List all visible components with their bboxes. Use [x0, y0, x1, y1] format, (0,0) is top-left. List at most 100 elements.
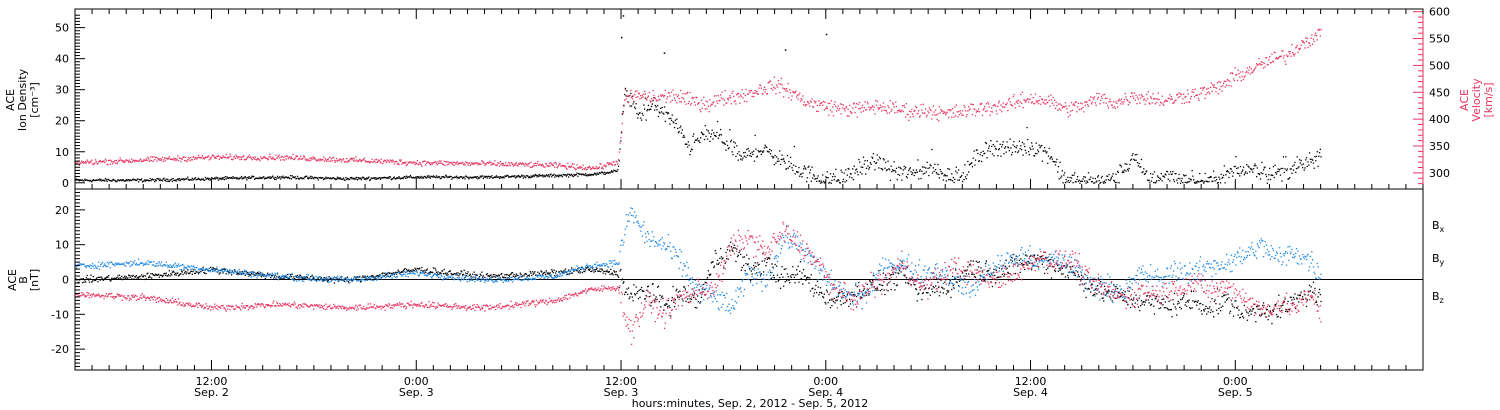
velocity-point	[188, 158, 190, 160]
velocity-point	[311, 158, 313, 160]
velocity-point	[128, 159, 130, 161]
velocity-point	[862, 104, 864, 106]
density-point	[200, 178, 203, 180]
bx-point	[518, 277, 520, 279]
velocity-point	[978, 111, 981, 113]
velocity-point	[551, 164, 554, 166]
velocity-point	[938, 120, 940, 122]
by-point	[103, 264, 105, 266]
bx-point	[851, 291, 853, 293]
bx-point	[1318, 291, 1320, 294]
velocity-point	[1030, 93, 1032, 96]
density-point	[1109, 179, 1111, 182]
density-point	[81, 179, 83, 181]
bx-point	[695, 298, 697, 301]
velocity-point	[346, 161, 349, 163]
velocity-point	[1092, 97, 1094, 99]
bx-point	[1217, 313, 1219, 315]
bx-point	[834, 302, 836, 304]
density-point	[167, 180, 170, 182]
density-point	[1115, 173, 1117, 175]
density-point	[412, 176, 415, 179]
density-point	[1202, 180, 1204, 182]
velocity-point	[496, 164, 498, 166]
density-point	[1153, 171, 1156, 173]
velocity-point	[434, 161, 436, 163]
bx-point	[568, 273, 570, 275]
bx-point	[943, 288, 945, 290]
velocity-point	[1264, 66, 1266, 68]
velocity-point	[923, 112, 925, 114]
velocity-point	[162, 161, 164, 163]
velocity-point	[376, 158, 378, 161]
bx-point	[280, 277, 282, 279]
bx-point	[1239, 316, 1242, 319]
density-point	[533, 175, 535, 178]
density-point	[494, 176, 496, 178]
density-point	[856, 171, 858, 173]
density-point	[933, 170, 935, 172]
bx-point	[162, 275, 164, 277]
bx-point	[1205, 305, 1207, 307]
velocity-point	[184, 156, 187, 159]
bx-point	[951, 275, 954, 278]
bx-point	[704, 281, 706, 283]
velocity-point	[1300, 44, 1302, 46]
bx-point	[828, 293, 830, 296]
density-point	[700, 131, 703, 133]
velocity-point	[1136, 103, 1138, 105]
by-point	[87, 265, 89, 267]
velocity-point	[796, 96, 798, 98]
velocity-point	[1157, 92, 1159, 94]
density-point	[1300, 159, 1302, 162]
bx-point	[1271, 322, 1273, 325]
density-point	[337, 178, 339, 180]
velocity-point	[303, 156, 306, 158]
bx-point	[659, 294, 661, 297]
bx-point	[244, 274, 246, 276]
velocity-point	[432, 162, 435, 164]
velocity-point	[685, 103, 687, 105]
bx-point	[876, 287, 878, 290]
bx-point	[826, 291, 828, 293]
density-point	[1264, 166, 1266, 168]
by-point	[108, 261, 111, 264]
density-point	[1100, 177, 1103, 179]
density-point	[203, 179, 205, 181]
bx-point	[993, 268, 995, 270]
density-point	[777, 158, 779, 160]
velocity-point	[76, 162, 78, 164]
velocity-point	[986, 110, 988, 112]
density-point	[661, 106, 663, 109]
bx-point	[1262, 304, 1264, 307]
velocity-point	[79, 162, 81, 164]
velocity-point	[308, 160, 310, 162]
velocity-point	[749, 90, 752, 92]
density-point	[85, 179, 87, 181]
bx-point	[529, 271, 531, 273]
velocity-point	[613, 161, 615, 163]
bx-point	[963, 275, 965, 277]
bx-point	[293, 276, 295, 278]
velocity-point	[154, 156, 157, 159]
density-point	[384, 177, 386, 179]
velocity-point	[119, 157, 121, 159]
density-point	[1047, 155, 1050, 157]
by-point	[137, 264, 139, 266]
velocity-point	[289, 156, 291, 158]
density-point	[758, 151, 760, 153]
density-point	[911, 173, 913, 176]
bx-point	[875, 288, 877, 290]
velocity-point	[760, 87, 762, 89]
velocity-point	[814, 102, 816, 104]
density-point	[909, 167, 911, 169]
bx-point	[1117, 292, 1119, 294]
density-point	[318, 177, 320, 179]
density-point	[402, 177, 405, 179]
velocity-point	[208, 159, 210, 161]
velocity-point	[356, 159, 358, 161]
bx-point	[176, 272, 178, 274]
density-point	[571, 173, 573, 175]
density-point	[822, 174, 824, 176]
density-point	[832, 176, 834, 178]
